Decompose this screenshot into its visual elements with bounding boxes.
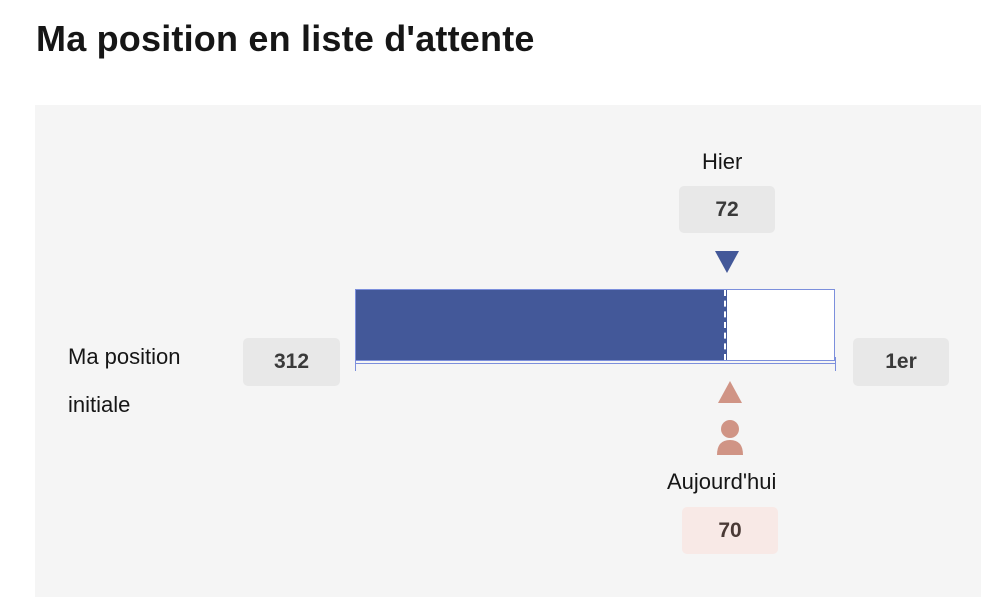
today-label: Aujourd'hui bbox=[667, 469, 777, 494]
person-icon bbox=[717, 420, 743, 455]
progress-bar-fill bbox=[356, 290, 727, 360]
yesterday-label: Hier bbox=[702, 149, 743, 174]
initial-position-label-line2: initiale bbox=[68, 392, 131, 417]
bar-start-tick bbox=[355, 357, 356, 371]
today-position-badge: 70 bbox=[682, 507, 778, 554]
initial-position-label-line1: Ma position bbox=[68, 344, 181, 369]
triangle-up-icon bbox=[718, 381, 742, 403]
page-title: Ma position en liste d'attente bbox=[36, 18, 535, 59]
progress-bar-baseline bbox=[355, 363, 836, 364]
yesterday-marker-line bbox=[724, 290, 727, 360]
initial-position-label: Ma position initiale bbox=[68, 333, 181, 429]
yesterday-position-badge: 72 bbox=[679, 186, 775, 233]
bar-end-tick bbox=[835, 357, 836, 371]
progress-bar bbox=[355, 289, 835, 361]
triangle-down-icon bbox=[715, 251, 739, 273]
end-position-badge: 1er bbox=[853, 338, 949, 386]
waitlist-panel: Ma position initiale 312 1er Hier 72 Auj… bbox=[35, 105, 981, 597]
initial-position-badge: 312 bbox=[243, 338, 340, 386]
